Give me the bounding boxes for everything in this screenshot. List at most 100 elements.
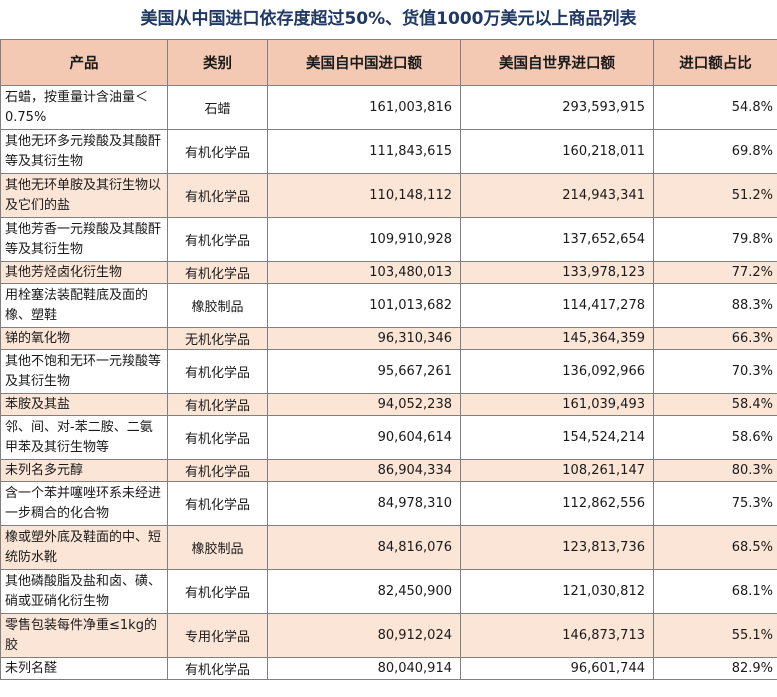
- from-china-cell: 80,912,024: [267, 613, 461, 658]
- page-title: 美国从中国进口依存度超过50%、货值1000万美元以上商品列表: [140, 9, 637, 29]
- category-cell: 有机化学品: [167, 261, 268, 284]
- table-row: 其他芳香一元羧酸及其酸酐等及其衍生物 有机化学品 109,910,928 137…: [0, 217, 777, 262]
- from-china-cell: 101,013,682: [267, 283, 461, 328]
- category-cell: 有机化学品: [167, 129, 268, 174]
- column-header-share: 进口额占比: [653, 39, 777, 86]
- from-world-cell: 96,601,744: [460, 657, 654, 680]
- share-cell: 68.5%: [653, 525, 777, 570]
- product-cell: 零售包装每件净重≤1kg的胶: [0, 613, 168, 658]
- share-cell: 80.3%: [653, 459, 777, 482]
- from-china-cell: 95,667,261: [267, 349, 461, 394]
- share-cell: 54.8%: [653, 85, 777, 130]
- share-cell: 55.1%: [653, 613, 777, 658]
- product-cell: 其他磷酸脂及盐和卤、磺、硝或亚硝化衍生物: [0, 569, 168, 614]
- from-world-cell: 137,652,654: [460, 217, 654, 262]
- share-cell: 70.3%: [653, 349, 777, 394]
- category-cell: 专用化学品: [167, 613, 268, 658]
- category-cell: 有机化学品: [167, 393, 268, 416]
- from-china-cell: 161,003,816: [267, 85, 461, 130]
- category-cell: 有机化学品: [167, 657, 268, 680]
- share-cell: 77.2%: [653, 261, 777, 284]
- share-cell: 58.6%: [653, 415, 777, 460]
- from-world-cell: 133,978,123: [460, 261, 654, 284]
- product-cell: 未列名多元醇: [0, 459, 168, 482]
- from-china-cell: 80,040,914: [267, 657, 461, 680]
- from-china-cell: 84,978,310: [267, 481, 461, 526]
- share-cell: 82.9%: [653, 657, 777, 680]
- product-cell: 其他不饱和无环一元羧酸等及其衍生物: [0, 349, 168, 394]
- product-cell: 石蜡，按重量计含油量＜0.75%: [0, 85, 168, 130]
- product-cell: 橡或塑外底及鞋面的中、短统防水靴: [0, 525, 168, 570]
- product-cell: 其他芳烃卤化衍生物: [0, 261, 168, 284]
- share-cell: 68.1%: [653, 569, 777, 614]
- table-row: 石蜡，按重量计含油量＜0.75% 石蜡 161,003,816 293,593,…: [0, 85, 777, 130]
- table-row: 含一个苯并噻唑环系未经进一步稠合的化合物 有机化学品 84,978,310 11…: [0, 481, 777, 526]
- category-cell: 橡胶制品: [167, 283, 268, 328]
- table-row: 其他不饱和无环一元羧酸等及其衍生物 有机化学品 95,667,261 136,0…: [0, 349, 777, 394]
- table-row: 用栓塞法装配鞋底及面的橡、塑鞋 橡胶制品 101,013,682 114,417…: [0, 283, 777, 328]
- product-cell: 未列名醛: [0, 657, 168, 680]
- table-row: 橡或塑外底及鞋面的中、短统防水靴 橡胶制品 84,816,076 123,813…: [0, 525, 777, 570]
- from-china-cell: 110,148,112: [267, 173, 461, 218]
- products-table: 产品 类别 美国自中国进口额 美国自世界进口额 进口额占比 石蜡，按重量计含油量…: [0, 39, 777, 680]
- column-header-from-china: 美国自中国进口额: [267, 39, 461, 86]
- product-cell: 其他无环多元羧酸及其酸酐等及其衍生物: [0, 129, 168, 174]
- category-cell: 有机化学品: [167, 481, 268, 526]
- column-header-from-world: 美国自世界进口额: [460, 39, 654, 86]
- category-cell: 无机化学品: [167, 327, 268, 350]
- from-china-cell: 82,450,900: [267, 569, 461, 614]
- share-cell: 58.4%: [653, 393, 777, 416]
- table-row: 零售包装每件净重≤1kg的胶 专用化学品 80,912,024 146,873,…: [0, 613, 777, 658]
- from-world-cell: 161,039,493: [460, 393, 654, 416]
- share-cell: 88.3%: [653, 283, 777, 328]
- from-world-cell: 136,092,966: [460, 349, 654, 394]
- product-cell: 锑的氧化物: [0, 327, 168, 350]
- from-world-cell: 146,873,713: [460, 613, 654, 658]
- table-row: 其他无环多元羧酸及其酸酐等及其衍生物 有机化学品 111,843,615 160…: [0, 129, 777, 174]
- table-row: 未列名醛 有机化学品 80,040,914 96,601,744 82.9%: [0, 657, 777, 680]
- from-china-cell: 111,843,615: [267, 129, 461, 174]
- product-cell: 苯胺及其盐: [0, 393, 168, 416]
- category-cell: 橡胶制品: [167, 525, 268, 570]
- table-row: 其他芳烃卤化衍生物 有机化学品 103,480,013 133,978,123 …: [0, 261, 777, 284]
- product-cell: 用栓塞法装配鞋底及面的橡、塑鞋: [0, 283, 168, 328]
- product-cell: 含一个苯并噻唑环系未经进一步稠合的化合物: [0, 481, 168, 526]
- product-cell: 其他无环单胺及其衍生物以及它们的盐: [0, 173, 168, 218]
- from-world-cell: 108,261,147: [460, 459, 654, 482]
- category-cell: 有机化学品: [167, 173, 268, 218]
- table-row: 其他无环单胺及其衍生物以及它们的盐 有机化学品 110,148,112 214,…: [0, 173, 777, 218]
- from-china-cell: 96,310,346: [267, 327, 461, 350]
- share-cell: 66.3%: [653, 327, 777, 350]
- from-world-cell: 123,813,736: [460, 525, 654, 570]
- product-cell: 邻、间、对-苯二胺、二氨甲苯及其衍生物等: [0, 415, 168, 460]
- category-cell: 石蜡: [167, 85, 268, 130]
- category-cell: 有机化学品: [167, 459, 268, 482]
- table-row: 邻、间、对-苯二胺、二氨甲苯及其衍生物等 有机化学品 90,604,614 15…: [0, 415, 777, 460]
- from-world-cell: 160,218,011: [460, 129, 654, 174]
- category-cell: 有机化学品: [167, 217, 268, 262]
- product-cell: 其他芳香一元羧酸及其酸酐等及其衍生物: [0, 217, 168, 262]
- from-china-cell: 109,910,928: [267, 217, 461, 262]
- from-china-cell: 84,816,076: [267, 525, 461, 570]
- share-cell: 75.3%: [653, 481, 777, 526]
- from-world-cell: 112,862,556: [460, 481, 654, 526]
- from-china-cell: 103,480,013: [267, 261, 461, 284]
- from-china-cell: 86,904,334: [267, 459, 461, 482]
- from-world-cell: 214,943,341: [460, 173, 654, 218]
- table-header-row: 产品 类别 美国自中国进口额 美国自世界进口额 进口额占比: [0, 39, 777, 86]
- from-world-cell: 114,417,278: [460, 283, 654, 328]
- category-cell: 有机化学品: [167, 569, 268, 614]
- table-row: 其他磷酸脂及盐和卤、磺、硝或亚硝化衍生物 有机化学品 82,450,900 12…: [0, 569, 777, 614]
- from-china-cell: 94,052,238: [267, 393, 461, 416]
- column-header-category: 类别: [167, 39, 268, 86]
- table-row: 苯胺及其盐 有机化学品 94,052,238 161,039,493 58.4%: [0, 393, 777, 416]
- table-row: 锑的氧化物 无机化学品 96,310,346 145,364,359 66.3%: [0, 327, 777, 350]
- from-world-cell: 121,030,812: [460, 569, 654, 614]
- category-cell: 有机化学品: [167, 415, 268, 460]
- from-china-cell: 90,604,614: [267, 415, 461, 460]
- from-world-cell: 293,593,915: [460, 85, 654, 130]
- category-cell: 有机化学品: [167, 349, 268, 394]
- share-cell: 51.2%: [653, 173, 777, 218]
- from-world-cell: 154,524,214: [460, 415, 654, 460]
- share-cell: 79.8%: [653, 217, 777, 262]
